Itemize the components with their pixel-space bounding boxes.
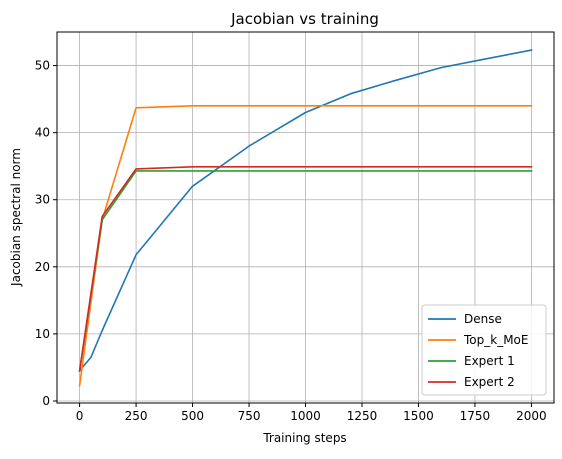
ticks: 0 250 500 750 1000 1250 1500 1750 2000 0 10 20 30 40 5…: [35, 59, 547, 423]
legend-label: Dense: [464, 312, 502, 326]
series-lines: [78, 49, 533, 387]
x-tick-label: 1500: [403, 409, 434, 423]
x-axis-label: Training steps: [262, 431, 346, 445]
series-line-expert-2: [78, 166, 533, 372]
series-line-top-k-moe: [78, 105, 533, 387]
y-tick-label: 50: [35, 59, 50, 73]
y-tick-label: 20: [35, 260, 50, 274]
legend-box: [421, 304, 547, 396]
x-tick-label: 2000: [516, 409, 547, 423]
y-tick-label: 40: [35, 126, 50, 140]
chart-title: Jacobian vs training: [230, 10, 379, 28]
legend-label: Expert 1: [464, 354, 515, 368]
y-tick-label: 30: [35, 193, 50, 207]
x-tick-label: 1000: [290, 409, 321, 423]
y-tick-label: 0: [42, 394, 50, 408]
x-tick-label: 0: [76, 409, 84, 423]
legend-label: Top_k_MoE: [463, 333, 528, 347]
x-tick-label: 250: [125, 409, 148, 423]
x-tick-label: 750: [238, 409, 261, 423]
x-tick-label: 1750: [460, 409, 491, 423]
x-tick-label: 500: [181, 409, 204, 423]
series-line-dense: [78, 49, 533, 372]
y-axis-label: Jacobian spectral norm: [9, 148, 23, 287]
series-line-expert-1: [78, 170, 533, 372]
legend: Dense Top_k_MoE Expert 1 Expert 2: [421, 304, 547, 396]
y-tick-label: 10: [35, 327, 50, 341]
x-tick-label: 1250: [347, 409, 378, 423]
legend-label: Expert 2: [464, 375, 515, 389]
